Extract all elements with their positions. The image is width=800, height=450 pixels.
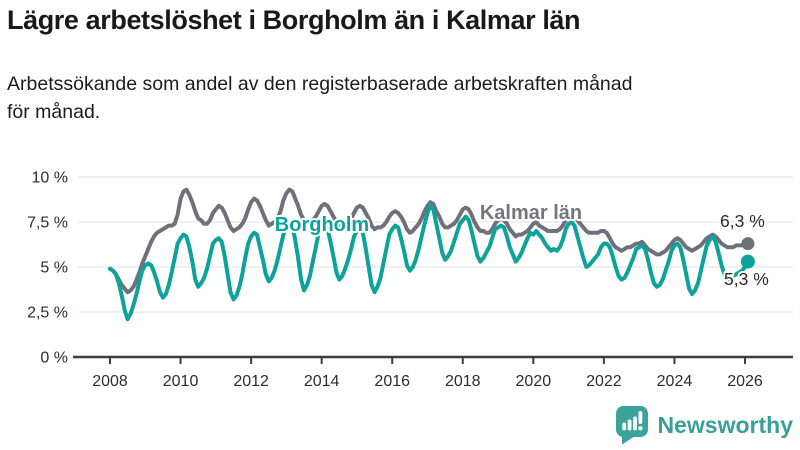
kalmar-lan-end-dot	[741, 237, 755, 251]
kalmar-lan-series-label: Kalmar län	[480, 202, 582, 224]
x-tick-label: 2022	[586, 373, 622, 390]
x-tick-label: 2020	[516, 373, 552, 390]
chart-subtitle: Arbetssökande som andel av den registerb…	[7, 73, 633, 123]
borgholm-end-dot	[740, 254, 755, 269]
x-tick-label: 2024	[657, 373, 693, 390]
bar-chart-speech-bubble-icon	[615, 406, 648, 445]
x-tick-label: 2008	[92, 373, 128, 390]
x-tick-label: 2026	[727, 373, 763, 390]
x-tick-label: 2012	[233, 373, 269, 390]
y-tick-label: 0 %	[40, 350, 68, 367]
gridlines	[78, 176, 793, 313]
kalmar-lan-end-value-label: 6,3 %	[720, 211, 765, 231]
x-tick-label: 2018	[445, 373, 481, 390]
y-tick-label: 10 %	[32, 170, 68, 187]
borgholm-end-value-label: 5,3 %	[724, 269, 769, 289]
borgholm-line	[108, 203, 750, 322]
kalmar-lan-line	[108, 187, 750, 295]
x-tick-label: 2010	[163, 373, 199, 390]
newsworthy-logo[interactable]: Newsworthy	[615, 405, 793, 445]
chart-title: Lägre arbetslöshet i Borgholm än i Kalma…	[7, 5, 581, 35]
y-tick-label: 2,5 %	[27, 305, 68, 322]
x-tick-label: 2016	[374, 373, 410, 390]
x-axis-ticks: 2008 2010 2012 2014 2016 2018 2020 2022 2024 2026	[92, 357, 763, 390]
y-tick-label: 7,5 %	[27, 215, 68, 232]
x-tick-label: 2014	[304, 373, 340, 390]
brand-name: Newsworthy	[657, 411, 793, 438]
y-tick-label: 5 %	[40, 260, 68, 277]
borgholm-series-label: Borgholm	[275, 214, 369, 236]
y-axis-labels: 0 % 2,5 % 5 % 7,5 % 10 %	[27, 170, 68, 367]
